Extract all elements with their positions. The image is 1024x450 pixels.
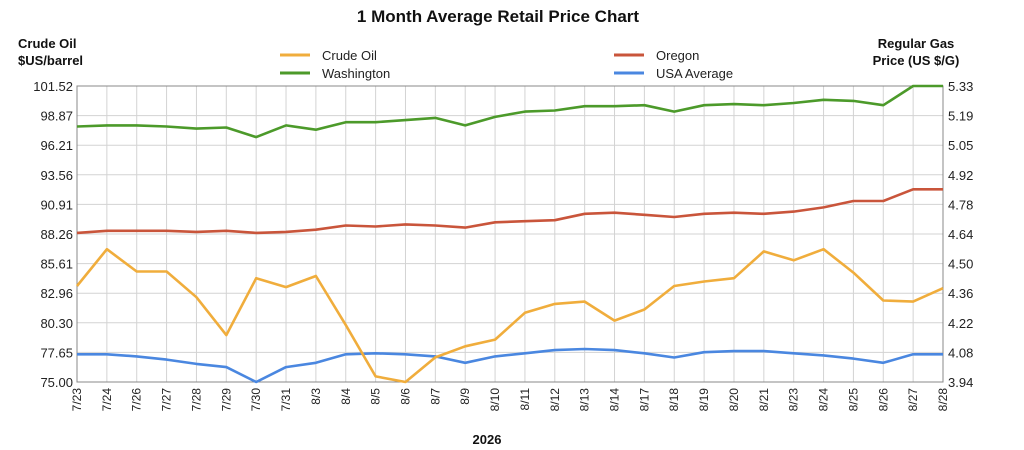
plot-frame [76, 85, 944, 383]
x-axis-tick-label: 7/24 [100, 388, 114, 412]
x-axis-tick-label: 7/26 [130, 388, 144, 412]
x-axis-tick-label: 8/23 [787, 388, 801, 412]
x-axis-tick-label: 8/9 [458, 388, 472, 405]
x-axis-tick-label: 7/28 [189, 388, 203, 412]
series-layer [75, 84, 944, 384]
x-axis-tick-label: 8/12 [548, 388, 562, 412]
x-axis-tick-label: 8/21 [757, 388, 771, 412]
x-axis-tick-label: 8/25 [846, 388, 860, 412]
x-axis-tick-label: 7/30 [249, 388, 263, 412]
left-axis-tick-label: 101.52 [33, 79, 73, 94]
x-axis-tick-label: 8/24 [817, 388, 831, 412]
right-axis-tick-label: 5.05 [948, 138, 973, 153]
left-axis-tick-label: 77.65 [40, 345, 73, 360]
right-axis-tick-label: 4.22 [948, 316, 973, 331]
x-axis-tick-label: 8/20 [727, 388, 741, 412]
chart-title: 1 Month Average Retail Price Chart [357, 7, 639, 26]
x-axis-tick-label: 7/31 [279, 388, 293, 412]
left-axis-tick-label: 90.91 [40, 197, 73, 212]
x-axis-tick-label: 8/3 [309, 388, 323, 405]
x-axis-tick-label: 8/19 [697, 388, 711, 412]
x-axis-tick-label: 8/5 [369, 388, 383, 405]
legend-label-washington: Washington [322, 66, 390, 81]
legend-label-crude-oil: Crude Oil [322, 48, 377, 63]
x-axis-tick-label: 8/7 [428, 388, 442, 405]
x-axis-ticks: 7/23 7/24 7/26 7/27 7/28 7/29 7/30 7/31 8/3 8/4 8/… [70, 388, 950, 412]
left-axis-title-line1: Crude Oil [18, 36, 77, 51]
legend-label-usa-average: USA Average [656, 66, 733, 81]
left-axis-tick-label: 93.56 [40, 168, 73, 183]
x-axis-tick-label: 8/11 [518, 388, 532, 411]
left-axis-tick-label: 98.87 [40, 109, 73, 124]
series-line-crude-oil [75, 247, 944, 384]
right-axis-tick-label: 5.33 [948, 79, 973, 94]
x-axis-tick-label: 8/4 [339, 388, 353, 405]
series-line-usa-average [77, 347, 943, 384]
left-axis-tick-label: 96.21 [40, 138, 73, 153]
right-axis-tick-label: 5.19 [948, 109, 973, 124]
legend-label-oregon: Oregon [656, 48, 699, 63]
x-axis-tick-label: 8/14 [608, 388, 622, 412]
x-axis-tick-label: 7/27 [160, 388, 174, 412]
left-axis-tick-label: 75.00 [40, 375, 73, 390]
x-axis-tick-label: 8/26 [876, 388, 890, 412]
left-axis-tick-label: 85.61 [40, 257, 73, 272]
left-axis-tick-label: 88.26 [40, 227, 73, 242]
right-axis-tick-label: 4.50 [948, 257, 973, 272]
x-axis-tick-label: 8/6 [398, 388, 412, 405]
right-axis-tick-label: 4.92 [948, 168, 973, 183]
x-axis-title: 2026 [473, 432, 502, 447]
left-axis-title-line2: $US/barrel [18, 53, 83, 68]
x-axis-tick-label: 8/13 [578, 388, 592, 412]
right-axis-title-line2: Price (US $/G) [873, 53, 960, 68]
right-axis-tick-label: 3.94 [948, 375, 973, 390]
right-axis-title-line1: Regular Gas [878, 36, 955, 51]
right-axis-ticks: 5.33 5.19 5.05 4.92 4.78 4.64 4.50 4.36 4.22 4.08… [948, 79, 973, 390]
x-axis-tick-label: 7/29 [219, 388, 233, 412]
series-line-washington [76, 84, 943, 139]
x-axis-tick-label: 7/23 [70, 388, 84, 412]
x-axis-tick-label: 8/27 [906, 388, 920, 412]
right-axis-tick-label: 4.64 [948, 227, 973, 242]
right-axis-tick-label: 4.36 [948, 286, 973, 301]
x-axis-tick-label: 8/10 [488, 388, 502, 412]
right-axis-tick-label: 4.08 [948, 345, 973, 360]
x-axis-tick-label: 8/17 [637, 388, 651, 412]
left-axis-tick-label: 80.30 [40, 316, 73, 331]
x-axis-tick-label: 8/18 [667, 388, 681, 412]
series-line-oregon [76, 188, 943, 235]
left-axis-tick-label: 82.96 [40, 286, 73, 301]
x-axis-tick-label: 8/28 [936, 388, 950, 412]
left-axis-ticks: 101.52 98.87 96.21 93.56 90.91 88.26 85.61 82.9… [33, 79, 73, 390]
right-axis-tick-label: 4.78 [948, 197, 973, 212]
grid [76, 85, 944, 383]
legend: Crude Oil Washington Oregon USA Average [280, 48, 733, 81]
